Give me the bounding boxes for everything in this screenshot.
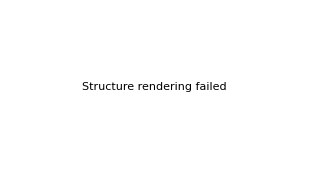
Text: Structure rendering failed: Structure rendering failed bbox=[82, 81, 227, 92]
